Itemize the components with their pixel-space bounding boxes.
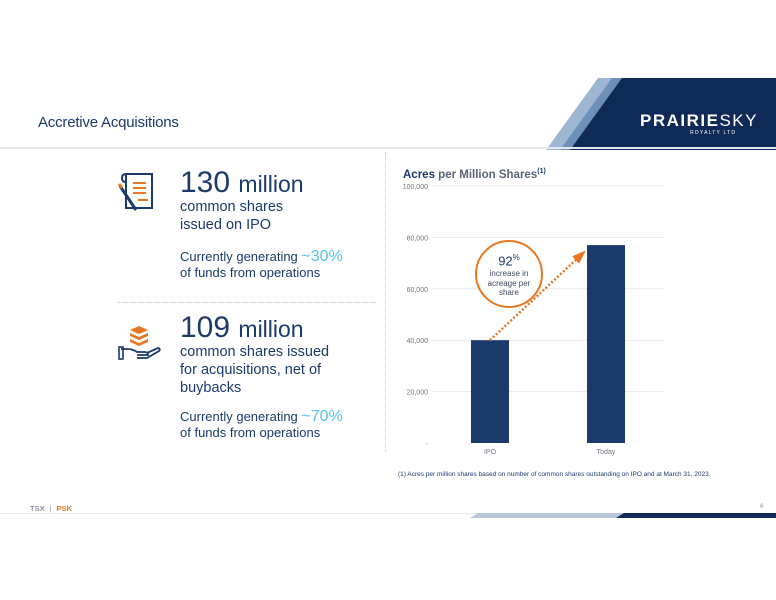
chart-footnote: (1) Acres per million shares based on nu… bbox=[398, 471, 711, 478]
y-tick-label: 100,000 bbox=[403, 184, 428, 191]
section-title: Accretive Acquisitions bbox=[38, 114, 179, 131]
hand-coins-icon bbox=[118, 326, 161, 360]
y-tick-label: 80,000 bbox=[407, 235, 429, 242]
y-tick-label: 40,000 bbox=[407, 338, 429, 345]
increase-arrow-head bbox=[572, 250, 586, 264]
increase-callout: 92% increase in acreage per share bbox=[475, 240, 543, 308]
header-divider bbox=[0, 147, 776, 149]
x-tick-label: Today bbox=[597, 449, 616, 456]
increase-arrow bbox=[489, 252, 584, 342]
stat-ipo-description: common shares issued on IPO bbox=[180, 199, 284, 233]
contract-pen-icon bbox=[117, 173, 153, 211]
acres-bar-chart: - 20,000 40,000 60,000 80,000 100,000 IPO Today bbox=[403, 184, 664, 456]
footer-band bbox=[0, 513, 776, 518]
page-number: 6 bbox=[760, 503, 764, 510]
header-band bbox=[546, 78, 776, 150]
stat-acquisitions-description: common shares issued for acquisitions, n… bbox=[180, 344, 330, 396]
horizontal-divider bbox=[118, 302, 376, 303]
y-tick-label: 60,000 bbox=[407, 287, 429, 294]
x-tick-label: IPO bbox=[484, 449, 497, 456]
y-tick-label: 20,000 bbox=[407, 390, 429, 397]
company-logo: PRAIRIESKY ROYALTY LTD bbox=[640, 111, 758, 136]
bar-ipo bbox=[471, 340, 509, 443]
stat-acquisitions-number: 109 million bbox=[180, 311, 304, 344]
vertical-divider bbox=[385, 152, 386, 452]
y-tick-label: - bbox=[426, 441, 429, 448]
chart-title: Acres per Million Shares(1) bbox=[403, 168, 546, 181]
bar-today bbox=[587, 245, 625, 443]
footer-ticker: TSX | PSK bbox=[30, 504, 72, 513]
stat-ipo-generating: Currently generating ~30% of funds from … bbox=[180, 248, 343, 281]
stat-acquisitions-generating: Currently generating ~70% of funds from … bbox=[180, 408, 343, 441]
stat-ipo-number: 130 million bbox=[180, 166, 304, 199]
